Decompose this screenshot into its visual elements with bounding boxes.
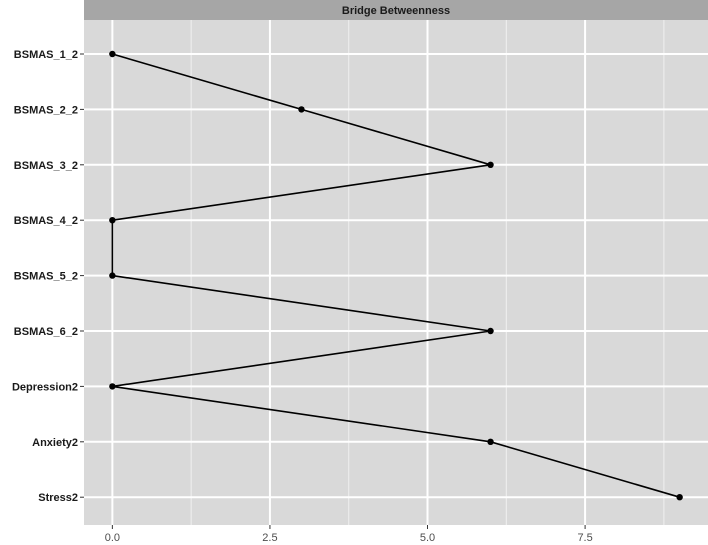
series: [109, 50, 683, 501]
data-point: [109, 217, 116, 224]
y-tick-label: Anxiety2: [32, 437, 78, 449]
data-point: [109, 272, 116, 279]
x-tick-label: 0.0: [105, 532, 120, 544]
facet-strip: [84, 0, 708, 20]
data-point: [487, 161, 494, 168]
y-tick-label: Depression2: [12, 381, 78, 393]
facet-title: Bridge Betweenness: [342, 5, 450, 17]
y-tick-label: BSMAS_4_2: [14, 215, 78, 227]
x-tick-label: 5.0: [420, 532, 435, 544]
y-tick-label: BSMAS_2_2: [14, 104, 78, 116]
data-point: [487, 438, 494, 445]
y-axis: BSMAS_1_2 BSMAS_2_2 BSMAS_3_2 BSMAS_4_2 BSMA…: [12, 49, 84, 504]
y-tick-label: Stress2: [38, 492, 78, 504]
y-tick-label: BSMAS_5_2: [14, 271, 78, 283]
y-tick-label: BSMAS_1_2: [14, 49, 78, 61]
grid-lines: [84, 20, 708, 525]
x-axis: 0.0 2.5 5.0 7.5: [105, 525, 593, 544]
y-tick-label: BSMAS_6_2: [14, 326, 78, 338]
x-tick-label: 2.5: [262, 532, 277, 544]
data-point: [487, 327, 494, 335]
plot-panel: [84, 20, 708, 525]
data-point: [109, 383, 116, 390]
data-point: [676, 494, 683, 501]
data-point: [298, 106, 305, 113]
y-tick-label: BSMAS_3_2: [14, 160, 78, 172]
x-tick-label: 7.5: [577, 532, 592, 544]
data-point: [109, 50, 116, 58]
